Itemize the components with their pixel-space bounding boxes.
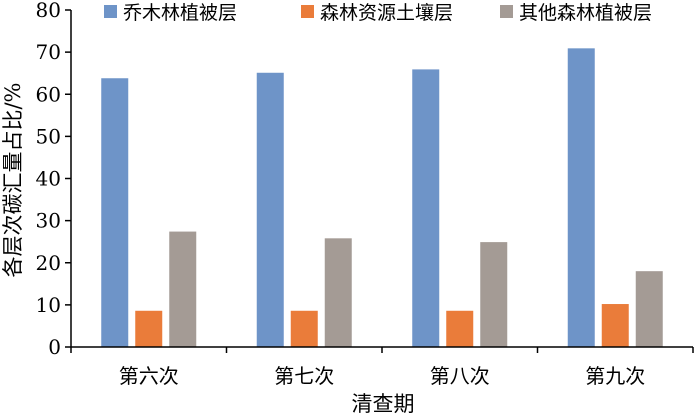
y-axis: 0 10 20 30 40 50 60 70 80 (36, 0, 72, 359)
x-tick-label: 第七次 (274, 364, 334, 388)
x-axis-label: 清查期 (352, 392, 415, 416)
y-tick-label: 70 (36, 40, 61, 64)
x-tick-label: 第六次 (119, 364, 179, 388)
bar (290, 310, 318, 347)
legend-label: 其他森林植被层 (519, 2, 652, 24)
legend-label: 森林资源土壤层 (320, 2, 453, 24)
legend-swatch (104, 5, 117, 18)
x-tick-label: 第九次 (585, 364, 645, 388)
bar (135, 310, 163, 347)
bars (101, 48, 663, 348)
y-axis-label: 各层次碳汇量占比/% (1, 82, 25, 277)
legend: 乔木林植被层 森林资源土壤层 其他森林植被层 (104, 2, 652, 24)
bar (412, 69, 440, 348)
y-tick-label: 50 (36, 124, 61, 148)
y-tick-label: 30 (36, 209, 61, 233)
x-tick-label: 第八次 (430, 364, 490, 388)
legend-swatch (500, 5, 513, 18)
bar (169, 231, 197, 347)
legend-swatch (301, 5, 314, 18)
x-axis: 第六次 第七次 第八次 第九次 (70, 346, 694, 388)
bar (446, 310, 474, 347)
bar (324, 238, 352, 347)
bar (567, 48, 595, 348)
bar (480, 242, 508, 347)
bar (601, 304, 629, 347)
bar (635, 271, 663, 347)
y-tick-label: 40 (36, 167, 61, 191)
bar (101, 78, 129, 348)
bar (256, 72, 284, 348)
y-tick-label: 10 (36, 293, 61, 317)
y-tick-label: 60 (36, 82, 61, 106)
y-tick-label: 80 (36, 0, 61, 22)
legend-label: 乔木林植被层 (123, 2, 237, 24)
y-tick-label: 20 (36, 251, 61, 275)
y-tick-label: 0 (48, 335, 61, 359)
